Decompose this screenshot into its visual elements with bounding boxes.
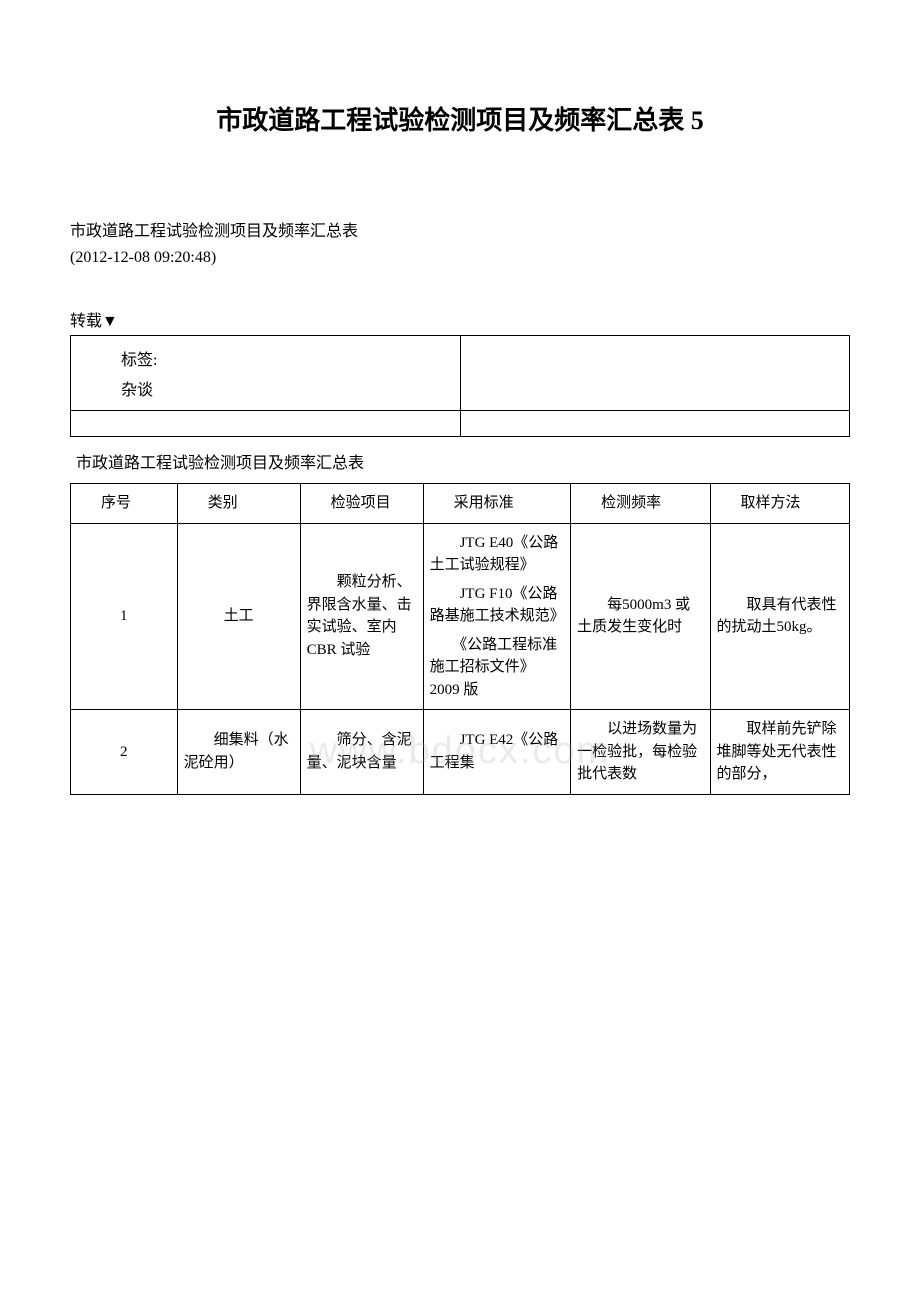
reprint-label: 转载▼ — [70, 307, 850, 331]
col-header-category: 类别 — [177, 484, 300, 524]
cell-seq: 2 — [71, 710, 178, 795]
table-header-row: 序号 类别 检验项目 采用标准 检测频率 取样方法 — [71, 484, 850, 524]
cell-item: 颗粒分析、界限含水量、击实试验、室内CBR 试验 — [300, 523, 423, 710]
timestamp: (2012-12-08 09:20:48) — [70, 249, 850, 267]
cell-frequency: 每5000m3 或土质发生变化时 — [571, 523, 710, 710]
meta-label-2: 杂谈 — [89, 376, 442, 400]
cell-item: 筛分、含泥量、泥块含量 — [300, 710, 423, 795]
cell-standard: JTG E42《公路工程集 — [423, 710, 571, 795]
cell-category: 土工 — [177, 523, 300, 710]
cell-method: 取样前先铲除堆脚等处无代表性的部分， — [710, 710, 849, 795]
cell-standard: JTG E40《公路土工试验规程》 JTG F10《公路路基施工技术规范》 《公… — [423, 523, 571, 710]
std-p1: JTG E40《公路土工试验规程》 — [430, 532, 565, 577]
col-header-item: 检验项目 — [300, 484, 423, 524]
col-header-method: 取样方法 — [710, 484, 849, 524]
col-header-frequency: 检测频率 — [571, 484, 710, 524]
std-p2: JTG F10《公路路基施工技术规范》 — [430, 583, 565, 628]
cell-method: 取具有代表性的扰动土50kg。 — [710, 523, 849, 710]
meta-empty-row — [71, 411, 850, 437]
table-row: 2 细集料（水泥砼用） 筛分、含泥量、泥块含量 JTG E42《公路工程集 以进… — [71, 710, 850, 795]
cell-seq: 1 — [71, 523, 178, 710]
meta-table: 标签: 杂谈 — [70, 335, 850, 437]
subtitle: 市政道路工程试验检测项目及频率汇总表 — [70, 217, 850, 241]
meta-empty-cell — [460, 336, 850, 411]
data-table: 序号 类别 检验项目 采用标准 检测频率 取样方法 1 土工 颗粒分析、界限含水… — [70, 483, 850, 795]
col-header-standard: 采用标准 — [423, 484, 571, 524]
meta-row: 标签: 杂谈 — [71, 336, 850, 411]
cell-frequency: 以进场数量为一检验批，每检验批代表数 — [571, 710, 710, 795]
col-header-seq: 序号 — [71, 484, 178, 524]
std-p3: 《公路工程标准施工招标文件》2009 版 — [430, 634, 565, 702]
table-title: 市政道路工程试验检测项目及频率汇总表 — [70, 449, 850, 473]
cell-category: 细集料（水泥砼用） — [177, 710, 300, 795]
table-row: 1 土工 颗粒分析、界限含水量、击实试验、室内CBR 试验 JTG E40《公路… — [71, 523, 850, 710]
page-title: 市政道路工程试验检测项目及频率汇总表 5 — [70, 100, 850, 137]
meta-label-1: 标签: — [89, 346, 442, 370]
